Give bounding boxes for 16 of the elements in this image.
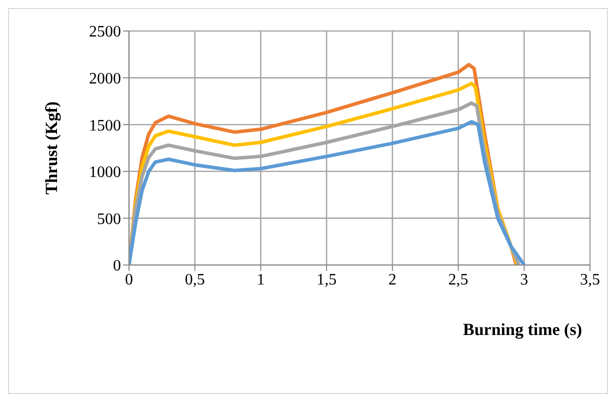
x-tick-label: 1,5 bbox=[316, 271, 337, 288]
y-axis-title: Thrust (Kgf) bbox=[42, 101, 62, 195]
y-tick-label: 2500 bbox=[89, 24, 121, 41]
y-tick-label: 0 bbox=[113, 258, 121, 275]
x-tick-label: 0,5 bbox=[184, 271, 205, 288]
x-axis-title: Burning time (s) bbox=[463, 320, 582, 339]
x-tick-label: 1 bbox=[256, 271, 265, 288]
y-tick-label: 1000 bbox=[89, 164, 121, 182]
x-tick-label: 2 bbox=[388, 271, 396, 288]
y-tick-label: 500 bbox=[97, 210, 121, 228]
y-tick-label: 1500 bbox=[89, 117, 121, 134]
x-tick-label: 3,5 bbox=[580, 271, 600, 288]
x-tick-label: 2,5 bbox=[448, 271, 468, 288]
x-tick-label: 3 bbox=[520, 271, 528, 288]
x-tick-label: 0 bbox=[125, 271, 133, 288]
y-tick-label: 2000 bbox=[89, 70, 121, 88]
